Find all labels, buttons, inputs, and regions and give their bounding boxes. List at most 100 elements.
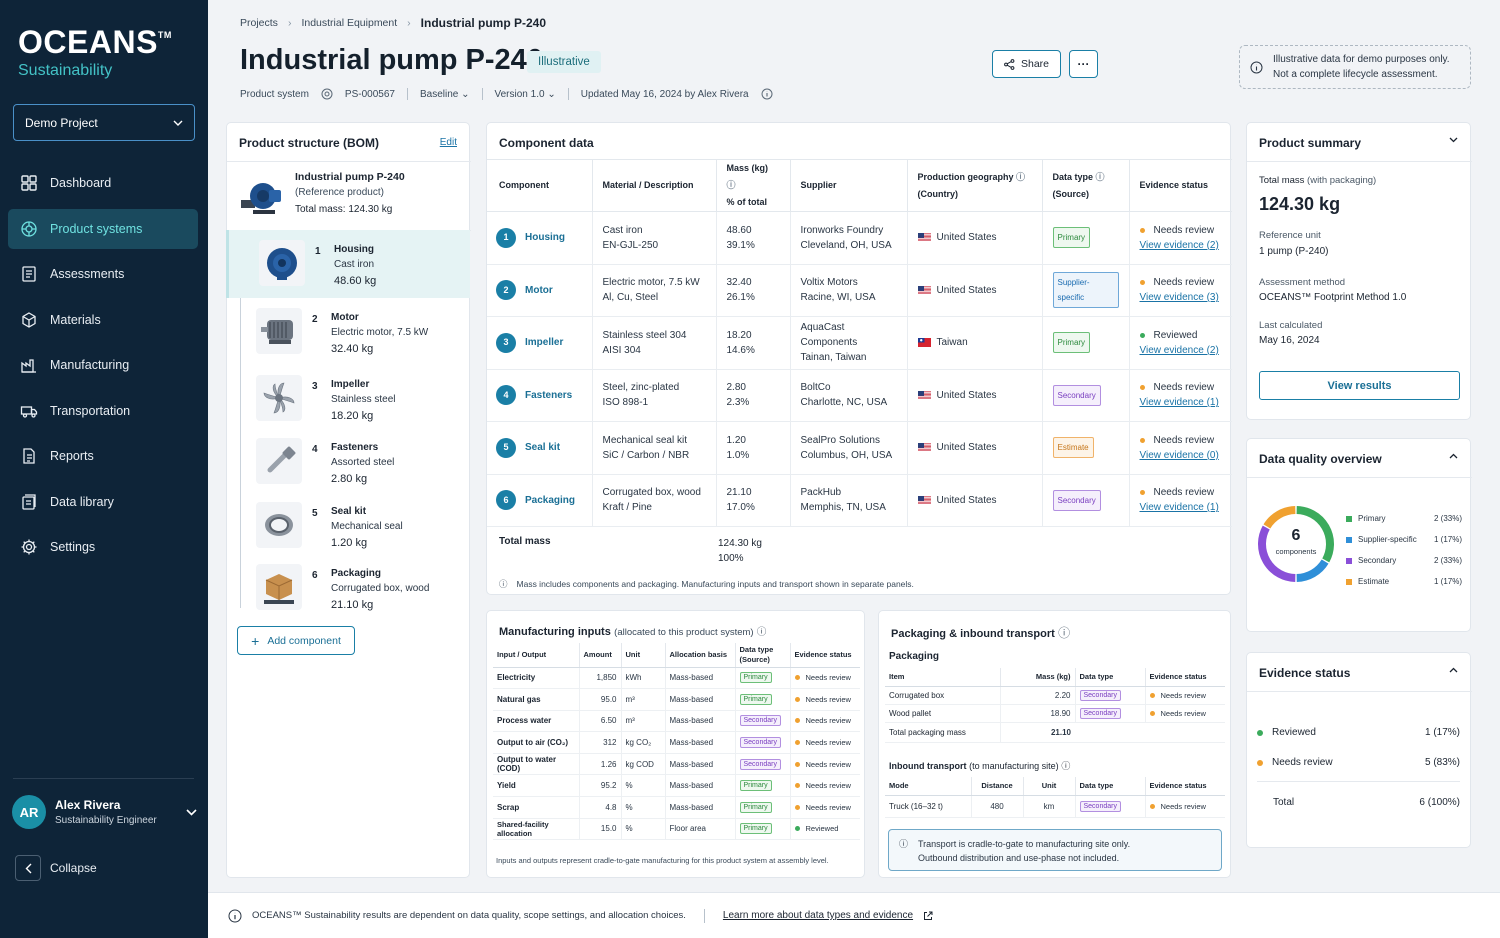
panel-subtitle: (allocated to this product system)	[614, 627, 754, 638]
evidence-status: Needs review	[1160, 690, 1206, 700]
view-evidence-link[interactable]: View evidence (1)	[1139, 502, 1219, 514]
table-row[interactable]: Yield 95.2% Mass-based Primary Needs review	[493, 774, 860, 798]
component-link[interactable]: Packaging	[525, 494, 576, 506]
col-header-line: (Source)	[739, 654, 770, 664]
bom-item[interactable]: 3 Impeller Stainless steel 18.20 kg	[226, 365, 470, 427]
version-select[interactable]: Version 1.0 ⌄	[494, 88, 556, 100]
nav-item-data-library[interactable]: Data library	[8, 482, 198, 522]
bom-item[interactable]: 6 Packaging Corrugated box, wood 21.10 k…	[226, 554, 470, 616]
view-evidence-link[interactable]: View evidence (3)	[1139, 292, 1219, 304]
footnote: Inputs and outputs represent cradle-to-g…	[496, 856, 829, 865]
view-evidence-link[interactable]: View evidence (1)	[1139, 397, 1219, 409]
table-row[interactable]: Output to air (CO₂) 312 kg CO₂ Mass-based Se…	[493, 731, 860, 754]
component-link[interactable]: Fasteners	[525, 389, 573, 401]
data-type-badge: Supplier-specific	[1052, 272, 1119, 309]
meta-bar: Product system PS-000567 Baseline ⌄ Vers…	[240, 88, 773, 100]
project-select[interactable]: Demo Project	[13, 104, 195, 141]
nav-item-materials[interactable]: Materials	[8, 300, 198, 340]
chevron-up-icon[interactable]	[1449, 667, 1458, 673]
scenario-select[interactable]: Baseline ⌄	[419, 88, 470, 100]
table-row[interactable]: 1 Housing Cast iron EN-GJL-250 48.60 39.1% …	[487, 211, 1232, 265]
user-menu[interactable]: AR Alex Rivera Sustainability Engineer	[12, 794, 197, 830]
brand-logo[interactable]: OCEANSTM Sustainability	[18, 24, 172, 80]
table-row[interactable]: 2 Motor Electric motor, 7.5 kW Al, Cu, Ste…	[487, 264, 1232, 317]
table-row[interactable]: Output to water (COD) 1.26 kg COD Mass-base…	[493, 753, 860, 776]
table-row[interactable]: 4 Fasteners Steel, zinc-plated ISO 898-1 2…	[487, 369, 1232, 422]
edit-bom-link[interactable]: Edit	[439, 137, 457, 148]
reference-unit-label: Reference unit	[1259, 230, 1321, 241]
nav-item-settings[interactable]: Settings	[8, 527, 198, 567]
view-evidence-link[interactable]: View evidence (2)	[1139, 239, 1219, 251]
table-row[interactable]: Electricity 1,850 kWh Mass-based Primary Need…	[493, 667, 860, 690]
evidence-status: Reviewed	[805, 824, 839, 834]
nav-item-reports[interactable]: Reports	[8, 436, 198, 476]
info-icon[interactable]	[761, 88, 773, 100]
status-dot	[794, 675, 800, 681]
table-row[interactable]: Natural gas 95.0 m³ Mass-based Primary Needs …	[493, 688, 860, 711]
bom-root[interactable]: Industrial pump P-240 (Reference product…	[227, 161, 471, 231]
info-icon[interactable]: ⓘ	[1016, 171, 1026, 182]
housing-image	[259, 240, 305, 286]
status-dot	[1139, 385, 1145, 391]
breadcrumb-item[interactable]: Industrial Equipment	[301, 17, 398, 29]
table-row[interactable]: Process water 6.50 m³ Mass-based Secondary Ne…	[493, 710, 860, 733]
more-options-button[interactable]: ···	[1069, 50, 1098, 78]
nav-item-transportation[interactable]: Transportation	[8, 391, 198, 431]
info-icon[interactable]: ⓘ	[1058, 626, 1071, 640]
bom-item[interactable]: 2 Motor Electric motor, 7.5 kW 32.40 kg	[226, 298, 470, 360]
table-row[interactable]: Scrap 4.8% Mass-based Primary Needs review	[493, 796, 860, 819]
breadcrumb-item[interactable]: Projects	[240, 17, 278, 29]
nav-item-dashboard[interactable]: Dashboard	[8, 163, 198, 203]
component-link[interactable]: Seal kit	[525, 442, 561, 454]
table-row[interactable]: Wood pallet 18.90 Secondary Needs review	[885, 704, 1225, 723]
table-row[interactable]: 6 Packaging Corrugated box, wood Kraft / P…	[487, 474, 1232, 527]
chevron-down-icon[interactable]	[1449, 137, 1458, 143]
amount: 312	[578, 731, 621, 754]
component-link[interactable]: Housing	[525, 232, 565, 244]
info-icon[interactable]: ⓘ	[1095, 171, 1105, 182]
info-icon[interactable]: ⓘ	[1061, 761, 1071, 771]
evidence-status: Needs review	[1153, 487, 1215, 499]
collapse-button[interactable]: Collapse	[15, 855, 97, 881]
table-row[interactable]: Shared-facility allocation 15.0% Floor are…	[493, 818, 860, 841]
panel-title-text: Manufacturing inputs	[499, 626, 611, 638]
allocation-basis: Mass-based	[664, 731, 735, 754]
reference-unit-value: 1 pump (P-240)	[1259, 246, 1329, 257]
divider	[1257, 781, 1460, 782]
chevron-up-icon[interactable]	[1449, 453, 1458, 459]
bom-item[interactable]: 5 Seal kit Mechanical seal 1.20 kg	[226, 492, 470, 554]
supplier: Ironworks Foundry	[800, 224, 884, 236]
share-button[interactable]: Share	[992, 50, 1061, 78]
nav-item-assessments[interactable]: Assessments	[8, 254, 198, 294]
bom-item[interactable]: 1 Housing Cast iron 48.60 kg	[226, 230, 470, 298]
info-icon[interactable]: ⓘ	[726, 180, 736, 190]
col-header-line: Mass (kg)	[726, 163, 769, 173]
learn-more-link[interactable]: Learn more about data types and evidence	[722, 910, 914, 921]
nav-item-manufacturing[interactable]: Manufacturing	[8, 345, 198, 385]
nav-item-product-systems[interactable]: Product systems	[8, 208, 198, 249]
external-link-icon[interactable]	[923, 911, 933, 921]
view-evidence-link[interactable]: View evidence (0)	[1139, 449, 1219, 461]
legend-item: Supplier-specific 1 (17%)	[1346, 535, 1462, 544]
share-label: Share	[1020, 58, 1050, 70]
assessment-method-value: OCEANS™ Footprint Method 1.0	[1259, 292, 1407, 303]
transport-table: Mode Distance Unit Data type Evidence st…	[885, 777, 1225, 818]
table-row[interactable]: 3 Impeller Stainless steel 304 AISI 304 18…	[487, 316, 1232, 370]
table-row[interactable]: Truck (16–32 t) 480 km Secondary Needs revie…	[885, 795, 1225, 818]
component-link[interactable]: Motor	[525, 284, 553, 296]
info-icon[interactable]: ⓘ	[756, 627, 767, 638]
component-link[interactable]: Impeller	[525, 337, 564, 349]
supplier: AquaCast Components	[800, 322, 858, 349]
view-evidence-link[interactable]: View evidence (2)	[1139, 344, 1219, 356]
col-header: Data type ⓘ (Source)	[1041, 159, 1129, 212]
table-row[interactable]: 5 Seal kit Mechanical seal kit SiC / Carbo…	[487, 421, 1232, 475]
col-header: Component	[487, 159, 592, 212]
table-row[interactable]: Corrugated box 2.20 Secondary Needs review	[885, 686, 1225, 705]
data-quality-panel: Data quality overview 6 components Prima…	[1246, 438, 1472, 632]
bom-item[interactable]: 4 Fasteners Assorted steel 2.80 kg	[226, 428, 470, 490]
view-results-button[interactable]: View results	[1259, 371, 1460, 400]
col-header: Distance	[970, 777, 1023, 796]
status-dot	[794, 761, 800, 767]
col-header: Unit	[1022, 777, 1075, 796]
add-component-button[interactable]: + Add component	[237, 626, 355, 655]
